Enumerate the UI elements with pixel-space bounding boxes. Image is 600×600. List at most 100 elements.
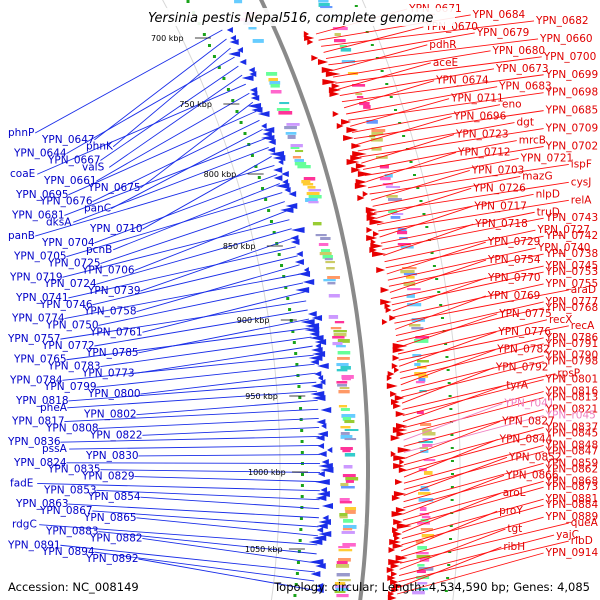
- gc-dot: [440, 317, 444, 319]
- feature-block: [290, 147, 300, 150]
- feature-block: [285, 132, 297, 135]
- gene-label-left: YPN_0784: [9, 374, 63, 386]
- gene-label-line-right: [403, 409, 544, 447]
- gene-label-line-left: [134, 345, 313, 374]
- feature-block: [330, 327, 342, 330]
- gene-arrow-minus: [317, 471, 325, 477]
- feature-block: [340, 408, 350, 411]
- feature-block: [252, 39, 264, 43]
- gene-label-right: ribD: [571, 535, 593, 547]
- feature-block: [375, 156, 388, 159]
- gene-arrow-minus: [304, 323, 320, 329]
- gene-label-right: YPN_0702: [545, 140, 599, 152]
- gene-label-right: YPN_0743: [545, 212, 599, 224]
- gene-label-left: YPN_0835: [47, 464, 101, 476]
- kbp-label: 950 kbp: [245, 392, 278, 401]
- gene-label-left: YPN_0704: [41, 237, 95, 249]
- gene-label-right: YPN_0791: [545, 338, 599, 350]
- gc-dot: [425, 226, 429, 228]
- feature-block: [334, 321, 345, 324]
- gene-arrow-plus: [328, 87, 341, 93]
- gene-arrow-plus: [357, 171, 373, 177]
- gene-label-right: YPN_0859: [545, 457, 599, 469]
- gene-label-line-left: [136, 399, 318, 416]
- gene-label-left: phnP: [8, 127, 34, 139]
- feature-block: [342, 450, 351, 453]
- gene-arrow-minus: [295, 287, 310, 293]
- feature-block: [384, 174, 393, 178]
- feature-block: [356, 96, 364, 99]
- gc-dot: [448, 551, 452, 553]
- gene-label-right: YPN_0683: [498, 81, 552, 93]
- feature-block: [312, 222, 322, 226]
- gene-arrow-plus: [355, 163, 367, 169]
- gene-arrow-plus: [388, 591, 395, 597]
- gene-arrow-plus: [394, 395, 405, 401]
- feature-block: [327, 282, 336, 285]
- gc-dot: [299, 528, 303, 531]
- feature-block: [420, 450, 429, 453]
- rna-label-right: YPN_r041: [503, 398, 554, 410]
- feature-block: [294, 159, 304, 162]
- feature-block: [340, 447, 353, 450]
- feature-block: [336, 369, 348, 372]
- gene-arrow-plus: [393, 583, 404, 589]
- gene-arrow-minus: [282, 179, 289, 185]
- feature-block: [352, 84, 366, 87]
- gene-label-left: YPN_0761: [89, 326, 143, 338]
- gene-arrow-plus: [390, 391, 397, 397]
- gene-arrow-minus: [315, 563, 326, 569]
- feature-block: [332, 27, 348, 31]
- gene-arrow-minus: [311, 315, 323, 321]
- gene-arrow-minus: [318, 451, 327, 457]
- gc-dot: [449, 408, 453, 410]
- gene-label-line-right: [346, 86, 498, 115]
- gc-dot: [300, 484, 304, 487]
- gene-label-line-left: [68, 110, 257, 196]
- feature-block: [400, 270, 415, 274]
- gene-label-left: fadE: [10, 477, 33, 489]
- gene-label-line-left: [94, 174, 278, 244]
- gene-label-line-right: [353, 110, 544, 140]
- gene-label-right: cysJ: [571, 176, 592, 188]
- gene-arrow-plus: [391, 511, 405, 517]
- feature-block: [268, 78, 278, 82]
- feature-block: [418, 498, 434, 502]
- gene-label-left: YPN_0817: [11, 416, 65, 428]
- feature-block: [325, 261, 335, 264]
- gc-dot: [264, 198, 268, 201]
- gene-arrow-minus: [229, 39, 239, 45]
- feature-block: [336, 573, 350, 577]
- gene-label-line-right: [401, 504, 544, 546]
- gc-dot: [398, 122, 402, 124]
- gene-label-line-left: [96, 228, 292, 285]
- genome-backbone: [259, 0, 370, 600]
- gc-dot: [380, 70, 384, 72]
- gene-arrow-plus: [393, 531, 402, 537]
- feature-block: [407, 288, 421, 291]
- gene-label-line-right: [403, 391, 544, 429]
- gene-label-line-right: [390, 265, 544, 300]
- gene-arrow-plus: [394, 535, 400, 541]
- feature-block: [303, 177, 316, 181]
- kbp-label: 1050 kbp: [245, 545, 283, 554]
- feature-block: [295, 150, 304, 153]
- gene-arrow-plus: [341, 119, 352, 125]
- gene-label-left: YPN_0853: [43, 484, 97, 496]
- gc-dot: [292, 341, 296, 344]
- feature-block: [297, 165, 311, 169]
- gene-arrow-minus: [300, 319, 315, 325]
- gene-label-line-right: [398, 540, 569, 583]
- gene-label-line-right: [362, 140, 517, 170]
- gc-dot: [430, 252, 434, 254]
- feature-block: [403, 282, 416, 286]
- gene-arrow-plus: [393, 403, 401, 409]
- gene-label-right: YPN_0862: [545, 463, 599, 475]
- gene-arrow-minus: [249, 71, 257, 77]
- gc-dot: [432, 265, 436, 267]
- gene-label-right: YPN_0682: [535, 15, 589, 27]
- feature-block: [417, 582, 428, 585]
- gene-label-left: YPN_0746: [39, 299, 93, 311]
- gc-dot: [370, 44, 374, 46]
- gene-label-line-right: [394, 289, 569, 324]
